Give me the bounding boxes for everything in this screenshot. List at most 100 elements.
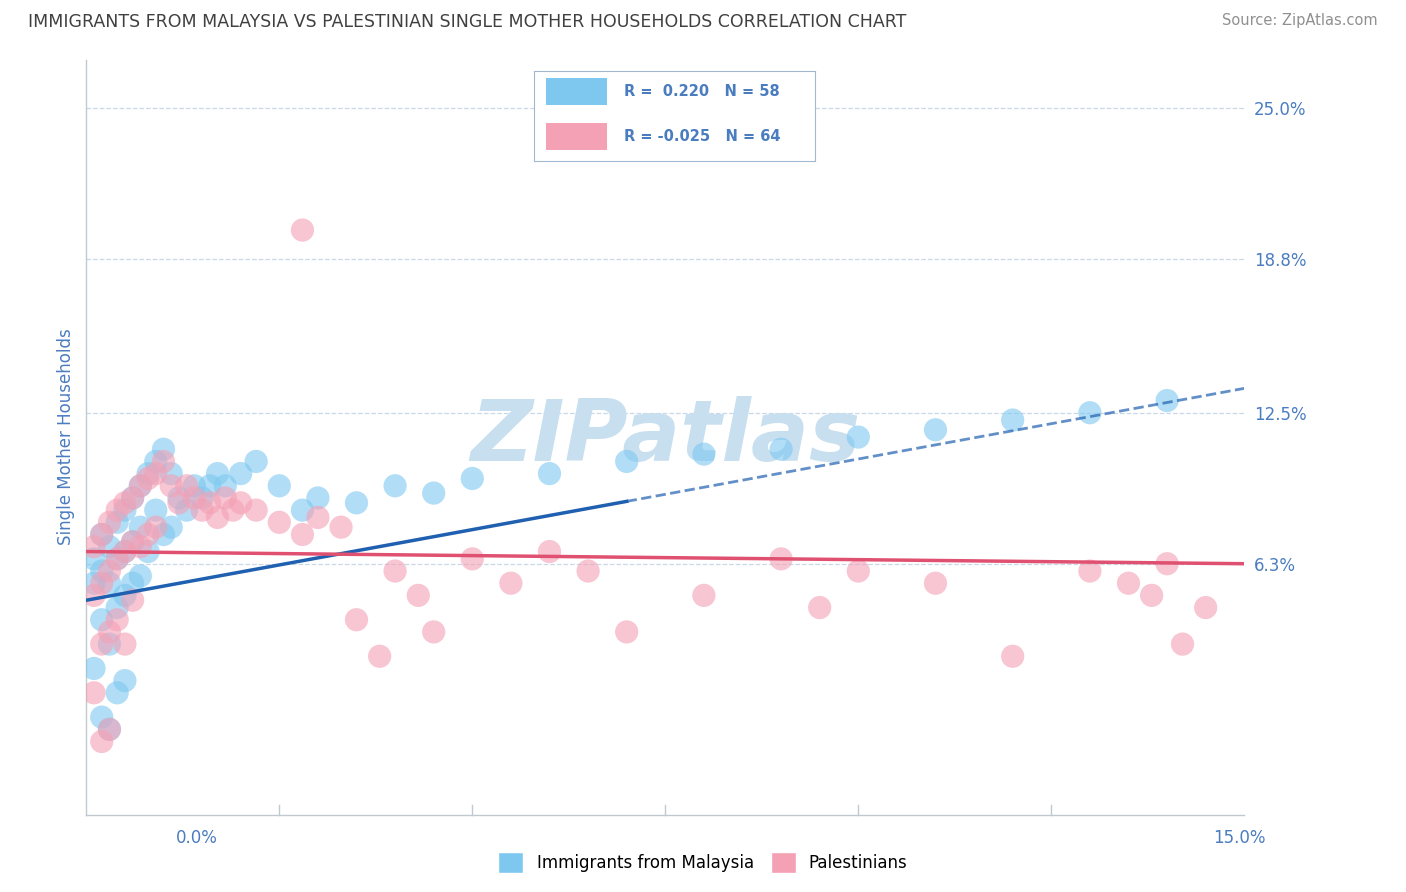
Point bbox=[83, 686, 105, 700]
Point bbox=[83, 552, 105, 566]
Point bbox=[98, 723, 121, 737]
Point bbox=[291, 223, 314, 237]
Point bbox=[1171, 637, 1194, 651]
Point bbox=[105, 503, 128, 517]
Point bbox=[90, 564, 112, 578]
Point bbox=[207, 467, 229, 481]
Point bbox=[98, 637, 121, 651]
Point bbox=[114, 544, 136, 558]
Point bbox=[422, 486, 444, 500]
Point bbox=[83, 661, 105, 675]
Text: ZIPatlas: ZIPatlas bbox=[470, 395, 860, 479]
Point bbox=[1195, 600, 1218, 615]
Legend: Immigrants from Malaysia, Palestinians: Immigrants from Malaysia, Palestinians bbox=[492, 846, 914, 880]
Point bbox=[1001, 649, 1024, 664]
Point bbox=[152, 527, 174, 541]
Point bbox=[176, 503, 198, 517]
Point bbox=[160, 479, 183, 493]
Point bbox=[693, 447, 716, 461]
Point bbox=[307, 510, 329, 524]
Point bbox=[245, 454, 267, 468]
Point bbox=[98, 540, 121, 554]
Text: 15.0%: 15.0% bbox=[1213, 829, 1265, 847]
Point bbox=[693, 588, 716, 602]
Point bbox=[129, 520, 152, 534]
Text: R =  0.220   N = 58: R = 0.220 N = 58 bbox=[624, 85, 780, 99]
Point bbox=[145, 454, 167, 468]
Point bbox=[90, 637, 112, 651]
Point bbox=[538, 544, 561, 558]
Point bbox=[207, 510, 229, 524]
Point bbox=[98, 516, 121, 530]
Point bbox=[121, 491, 143, 505]
Point bbox=[90, 576, 112, 591]
Point bbox=[846, 430, 869, 444]
Point bbox=[105, 552, 128, 566]
Bar bbox=[546, 123, 607, 150]
Point bbox=[160, 520, 183, 534]
Point bbox=[121, 576, 143, 591]
Point bbox=[198, 479, 221, 493]
Point bbox=[145, 520, 167, 534]
Point bbox=[229, 467, 252, 481]
Point bbox=[121, 534, 143, 549]
Point bbox=[499, 576, 522, 591]
Point bbox=[770, 552, 793, 566]
Point bbox=[422, 624, 444, 639]
Point bbox=[83, 588, 105, 602]
Point bbox=[183, 479, 205, 493]
Point bbox=[924, 423, 946, 437]
Point bbox=[98, 564, 121, 578]
Point bbox=[121, 491, 143, 505]
Point bbox=[1118, 576, 1140, 591]
Point bbox=[114, 496, 136, 510]
Point bbox=[183, 491, 205, 505]
Point bbox=[214, 491, 236, 505]
Point bbox=[160, 467, 183, 481]
Point bbox=[191, 491, 214, 505]
Point bbox=[924, 576, 946, 591]
Point bbox=[245, 503, 267, 517]
Point bbox=[114, 503, 136, 517]
Point bbox=[105, 516, 128, 530]
Point bbox=[384, 564, 406, 578]
Point bbox=[1140, 588, 1163, 602]
Point bbox=[616, 624, 638, 639]
Point bbox=[152, 454, 174, 468]
Point bbox=[291, 503, 314, 517]
Point bbox=[167, 491, 190, 505]
Point bbox=[105, 600, 128, 615]
Point bbox=[114, 544, 136, 558]
Point bbox=[846, 564, 869, 578]
Point bbox=[136, 544, 159, 558]
Point bbox=[214, 479, 236, 493]
Point bbox=[346, 613, 368, 627]
Point bbox=[368, 649, 391, 664]
Point bbox=[98, 624, 121, 639]
Point bbox=[461, 471, 484, 485]
Point bbox=[1001, 413, 1024, 427]
Point bbox=[1078, 406, 1101, 420]
Point bbox=[98, 723, 121, 737]
Text: R = -0.025   N = 64: R = -0.025 N = 64 bbox=[624, 129, 780, 144]
Point bbox=[770, 442, 793, 457]
Point bbox=[576, 564, 599, 578]
Point bbox=[90, 734, 112, 748]
Point bbox=[145, 503, 167, 517]
Point bbox=[105, 686, 128, 700]
Point bbox=[291, 527, 314, 541]
Point bbox=[136, 471, 159, 485]
Point bbox=[152, 442, 174, 457]
Point bbox=[406, 588, 429, 602]
Point bbox=[90, 613, 112, 627]
Point bbox=[1156, 393, 1178, 408]
Point bbox=[136, 527, 159, 541]
Point bbox=[90, 527, 112, 541]
Point bbox=[176, 479, 198, 493]
Point bbox=[538, 467, 561, 481]
Point bbox=[98, 576, 121, 591]
Point bbox=[346, 496, 368, 510]
Point bbox=[616, 454, 638, 468]
Point bbox=[83, 576, 105, 591]
Y-axis label: Single Mother Households: Single Mother Households bbox=[58, 329, 75, 545]
